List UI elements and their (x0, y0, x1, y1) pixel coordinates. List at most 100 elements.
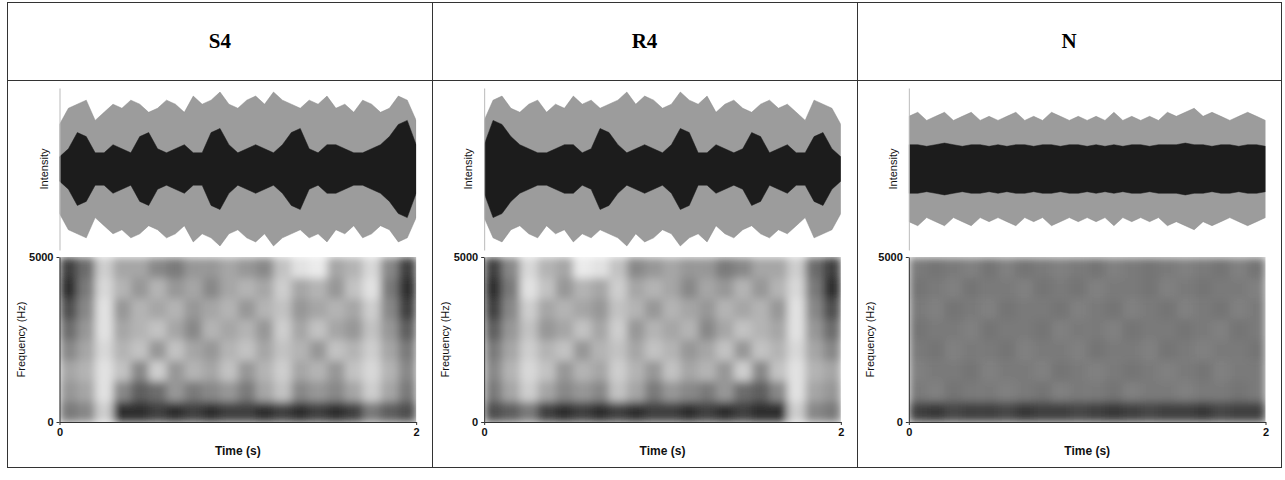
spectrogram-cell (184, 257, 202, 278)
spectrogram-cell (663, 257, 681, 278)
spectrogram-cell (484, 278, 502, 299)
spectrogram-cell (945, 401, 963, 422)
spectrogram-cell (113, 278, 131, 299)
spectrogram-cell (1194, 278, 1212, 299)
spectrogram-cell (680, 319, 698, 340)
x-axis: 02 (57, 422, 420, 438)
spectrogram-cell (945, 381, 963, 402)
spectrogram-cell (1230, 360, 1248, 381)
spectrogram-cell (256, 319, 274, 340)
spectrogram-cell (149, 278, 167, 299)
spectrogram-cell (573, 360, 591, 381)
axis-title: Frequency (Hz) (864, 302, 876, 378)
spectrogram-cell (556, 298, 574, 319)
spectrogram-cell (1052, 298, 1070, 319)
spectrogram-cell (1212, 340, 1230, 361)
spectrogram-cell (77, 340, 95, 361)
spectrogram-cell (202, 319, 220, 340)
spectrogram-cell (274, 340, 292, 361)
spectrogram-cell (484, 401, 502, 422)
spectrogram-cell (274, 298, 292, 319)
y-axis (60, 89, 61, 251)
spectrogram-cell (627, 257, 645, 278)
spectrogram-cell (1069, 257, 1087, 278)
tick-mark (841, 422, 842, 425)
axis-title: Time (s) (1064, 444, 1110, 458)
spectrogram-cell (274, 401, 292, 422)
spectrogram-cell (556, 319, 574, 340)
spectrogram-cell (1034, 298, 1052, 319)
panel-title: S4 (209, 29, 232, 53)
spectrogram-cell (1034, 319, 1052, 340)
spectrogram-cell (363, 298, 381, 319)
spectrogram-cell (945, 319, 963, 340)
spectrogram-cell (1248, 319, 1266, 340)
spectrogram-cell (680, 257, 698, 278)
spectrogram-cell (131, 401, 149, 422)
spectrogram-cell (698, 298, 716, 319)
spectrogram-cell (573, 340, 591, 361)
waveform-plot (484, 92, 841, 246)
spectrogram-cell (1087, 298, 1105, 319)
spectrogram-cell (256, 257, 274, 278)
axis-line (485, 422, 842, 423)
spectrogram-cell (220, 381, 238, 402)
spectrogram-cell (591, 319, 609, 340)
spectrogram-cell (698, 381, 716, 402)
spectrogram-cell (381, 360, 399, 381)
axis-title: Intensity (887, 148, 899, 189)
spectrogram-cell (998, 319, 1016, 340)
spectrogram-cell (77, 319, 95, 340)
tick-label: 2 (1263, 426, 1269, 438)
spectrogram-cell (627, 298, 645, 319)
spectrogram-cell (363, 257, 381, 278)
spectrogram-cell (752, 257, 770, 278)
tick-mark (906, 257, 909, 258)
spectrogram-cell (60, 257, 78, 278)
spectrogram-cell (327, 298, 345, 319)
spectrogram-cell (734, 401, 752, 422)
spectrogram-cell (131, 278, 149, 299)
spectrogram-cell (1176, 360, 1194, 381)
tick-mark (57, 422, 60, 423)
spectrogram-cell (1052, 360, 1070, 381)
spectrogram-cell (113, 381, 131, 402)
spectrogram-cell (220, 360, 238, 381)
spectrogram-cell (663, 298, 681, 319)
spectrogram-cell (202, 257, 220, 278)
spectrogram-cell (716, 298, 734, 319)
spectrogram-cell (220, 278, 238, 299)
axis-title: Time (s) (640, 444, 686, 458)
spectrogram-cell (238, 401, 256, 422)
spectrogram-cell (274, 319, 292, 340)
spectrogram-cell (1052, 340, 1070, 361)
spectrogram-cell (573, 298, 591, 319)
axis-title: Intensity (38, 148, 50, 189)
spectrogram-cell (752, 360, 770, 381)
spectrogram-cell (220, 340, 238, 361)
spectrogram-cell (645, 257, 663, 278)
spectrogram-cell (698, 278, 716, 299)
axis-line (909, 258, 910, 423)
spectrogram-cell (945, 278, 963, 299)
tick-label: 5000 (29, 251, 53, 263)
spectrogram-cell (998, 340, 1016, 361)
spectrogram-cell (927, 298, 945, 319)
spectrogram-cell (538, 381, 556, 402)
x-axis: 02 (482, 422, 845, 438)
spectrogram-cell (734, 278, 752, 299)
spectrogram-cell (1159, 319, 1177, 340)
spectrogram-cell (645, 298, 663, 319)
spectrogram-cell (770, 257, 788, 278)
spectrogram-cell (1230, 319, 1248, 340)
spectrogram-cell (716, 381, 734, 402)
spectrogram-cell (787, 381, 805, 402)
spectrogram-cell (1052, 257, 1070, 278)
spectrogram-cell (363, 360, 381, 381)
spectrogram-cell (734, 360, 752, 381)
spectrogram-cell (1087, 381, 1105, 402)
spectrogram-cell (1230, 381, 1248, 402)
spectrogram-cell (787, 298, 805, 319)
spectrogram-cell (167, 340, 185, 361)
tick-mark (481, 257, 484, 258)
